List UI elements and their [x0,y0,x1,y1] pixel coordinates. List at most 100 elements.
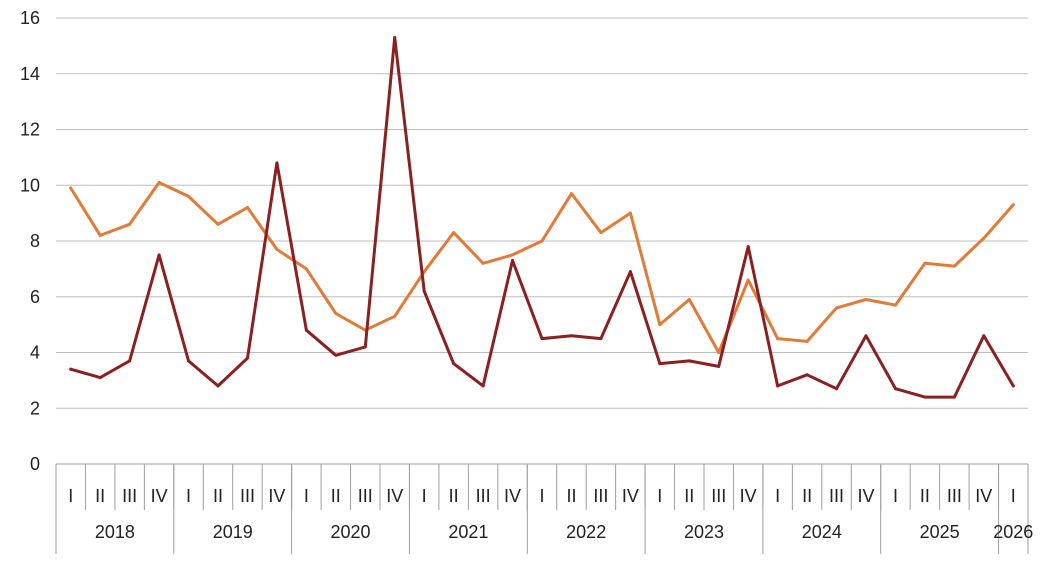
quarter-label: IV [386,486,403,506]
data-point [569,334,573,338]
data-point [628,270,632,274]
quarter-label: II [213,486,223,506]
data-point [128,222,132,226]
data-point [835,387,839,391]
data-point [304,267,308,271]
quarter-label: III [240,486,255,506]
data-point [717,364,721,368]
year-label: 2018 [95,522,135,542]
data-point [1011,384,1015,388]
data-point [304,328,308,332]
data-point [98,376,102,380]
year-label: 2023 [684,522,724,542]
quarter-label: III [476,486,491,506]
quarter-label: II [566,486,576,506]
quarter-label: IV [504,486,521,506]
quarter-label: III [947,486,962,506]
data-point [69,367,73,371]
quarter-label: I [186,486,191,506]
data-point [687,359,691,363]
data-point [835,306,839,310]
quarter-label: II [802,486,812,506]
quarter-label: III [829,486,844,506]
y-tick-label: 8 [30,231,40,251]
y-tick-label: 6 [30,287,40,307]
data-point [334,353,338,357]
y-tick-label: 0 [30,454,40,474]
quarter-label: IV [622,486,639,506]
data-point [893,303,897,307]
year-label: 2022 [566,522,606,542]
quarter-label: I [539,486,544,506]
data-point [452,362,456,366]
quarter-label: I [893,486,898,506]
data-point [393,36,397,40]
series-lines [69,36,1015,399]
quarter-label: I [422,486,427,506]
quarter-label: IV [740,486,757,506]
y-tick-label: 2 [30,398,40,418]
data-point [511,259,515,263]
data-point [717,351,721,354]
data-point [687,298,691,302]
quarter-label: III [122,486,137,506]
data-point [128,359,132,363]
y-tick-label: 10 [20,175,40,195]
data-point [893,387,897,391]
data-point [569,192,573,196]
data-point [157,253,161,257]
data-point [540,337,544,341]
y-axis: 0 2 4 6 8 10 12 14 16 [20,8,40,474]
year-label: 2024 [802,522,842,542]
year-label: 2019 [213,522,253,542]
x-axis: I II III IV I II III IV I II III IV I II III IV I II III IV… [55,463,1033,554]
data-point [275,161,279,165]
data-point [452,231,456,235]
y-tick-label: 16 [20,8,40,28]
year-label: 2020 [331,522,371,542]
data-point [982,236,986,240]
quarter-label: II [920,486,930,506]
data-point [805,339,809,343]
data-point [481,384,485,388]
data-point [952,264,956,268]
year-label: 2026 [993,522,1033,542]
quarter-label: I [1011,486,1016,506]
data-point [776,337,780,341]
data-point [511,253,515,257]
y-tick-label: 4 [30,343,40,363]
data-point [540,239,544,243]
data-point [481,261,485,265]
data-point [776,384,780,388]
quarter-label: I [304,486,309,506]
quarter-label: I [775,486,780,506]
data-point [599,337,603,341]
data-point [275,247,279,251]
data-point [746,245,750,249]
data-point [628,211,632,215]
data-point [599,231,603,235]
data-point [157,180,161,184]
quarter-label: I [68,486,73,506]
data-point [334,311,338,315]
data-point [864,298,868,302]
quarter-label: II [684,486,694,506]
quarter-label: IV [268,486,285,506]
data-point [363,345,367,349]
y-tick-label: 14 [20,64,40,84]
data-point [422,289,426,293]
data-point [187,359,191,363]
quarter-label: II [449,486,459,506]
quarter-label: IV [151,486,168,506]
data-point [923,261,927,265]
data-point [245,356,249,360]
data-point [1011,203,1015,207]
data-point [393,314,397,318]
year-label: 2025 [920,522,960,542]
data-point [658,323,662,327]
data-point [805,373,809,377]
data-point [98,233,102,237]
data-point [864,334,868,338]
quarter-label: III [358,486,373,506]
